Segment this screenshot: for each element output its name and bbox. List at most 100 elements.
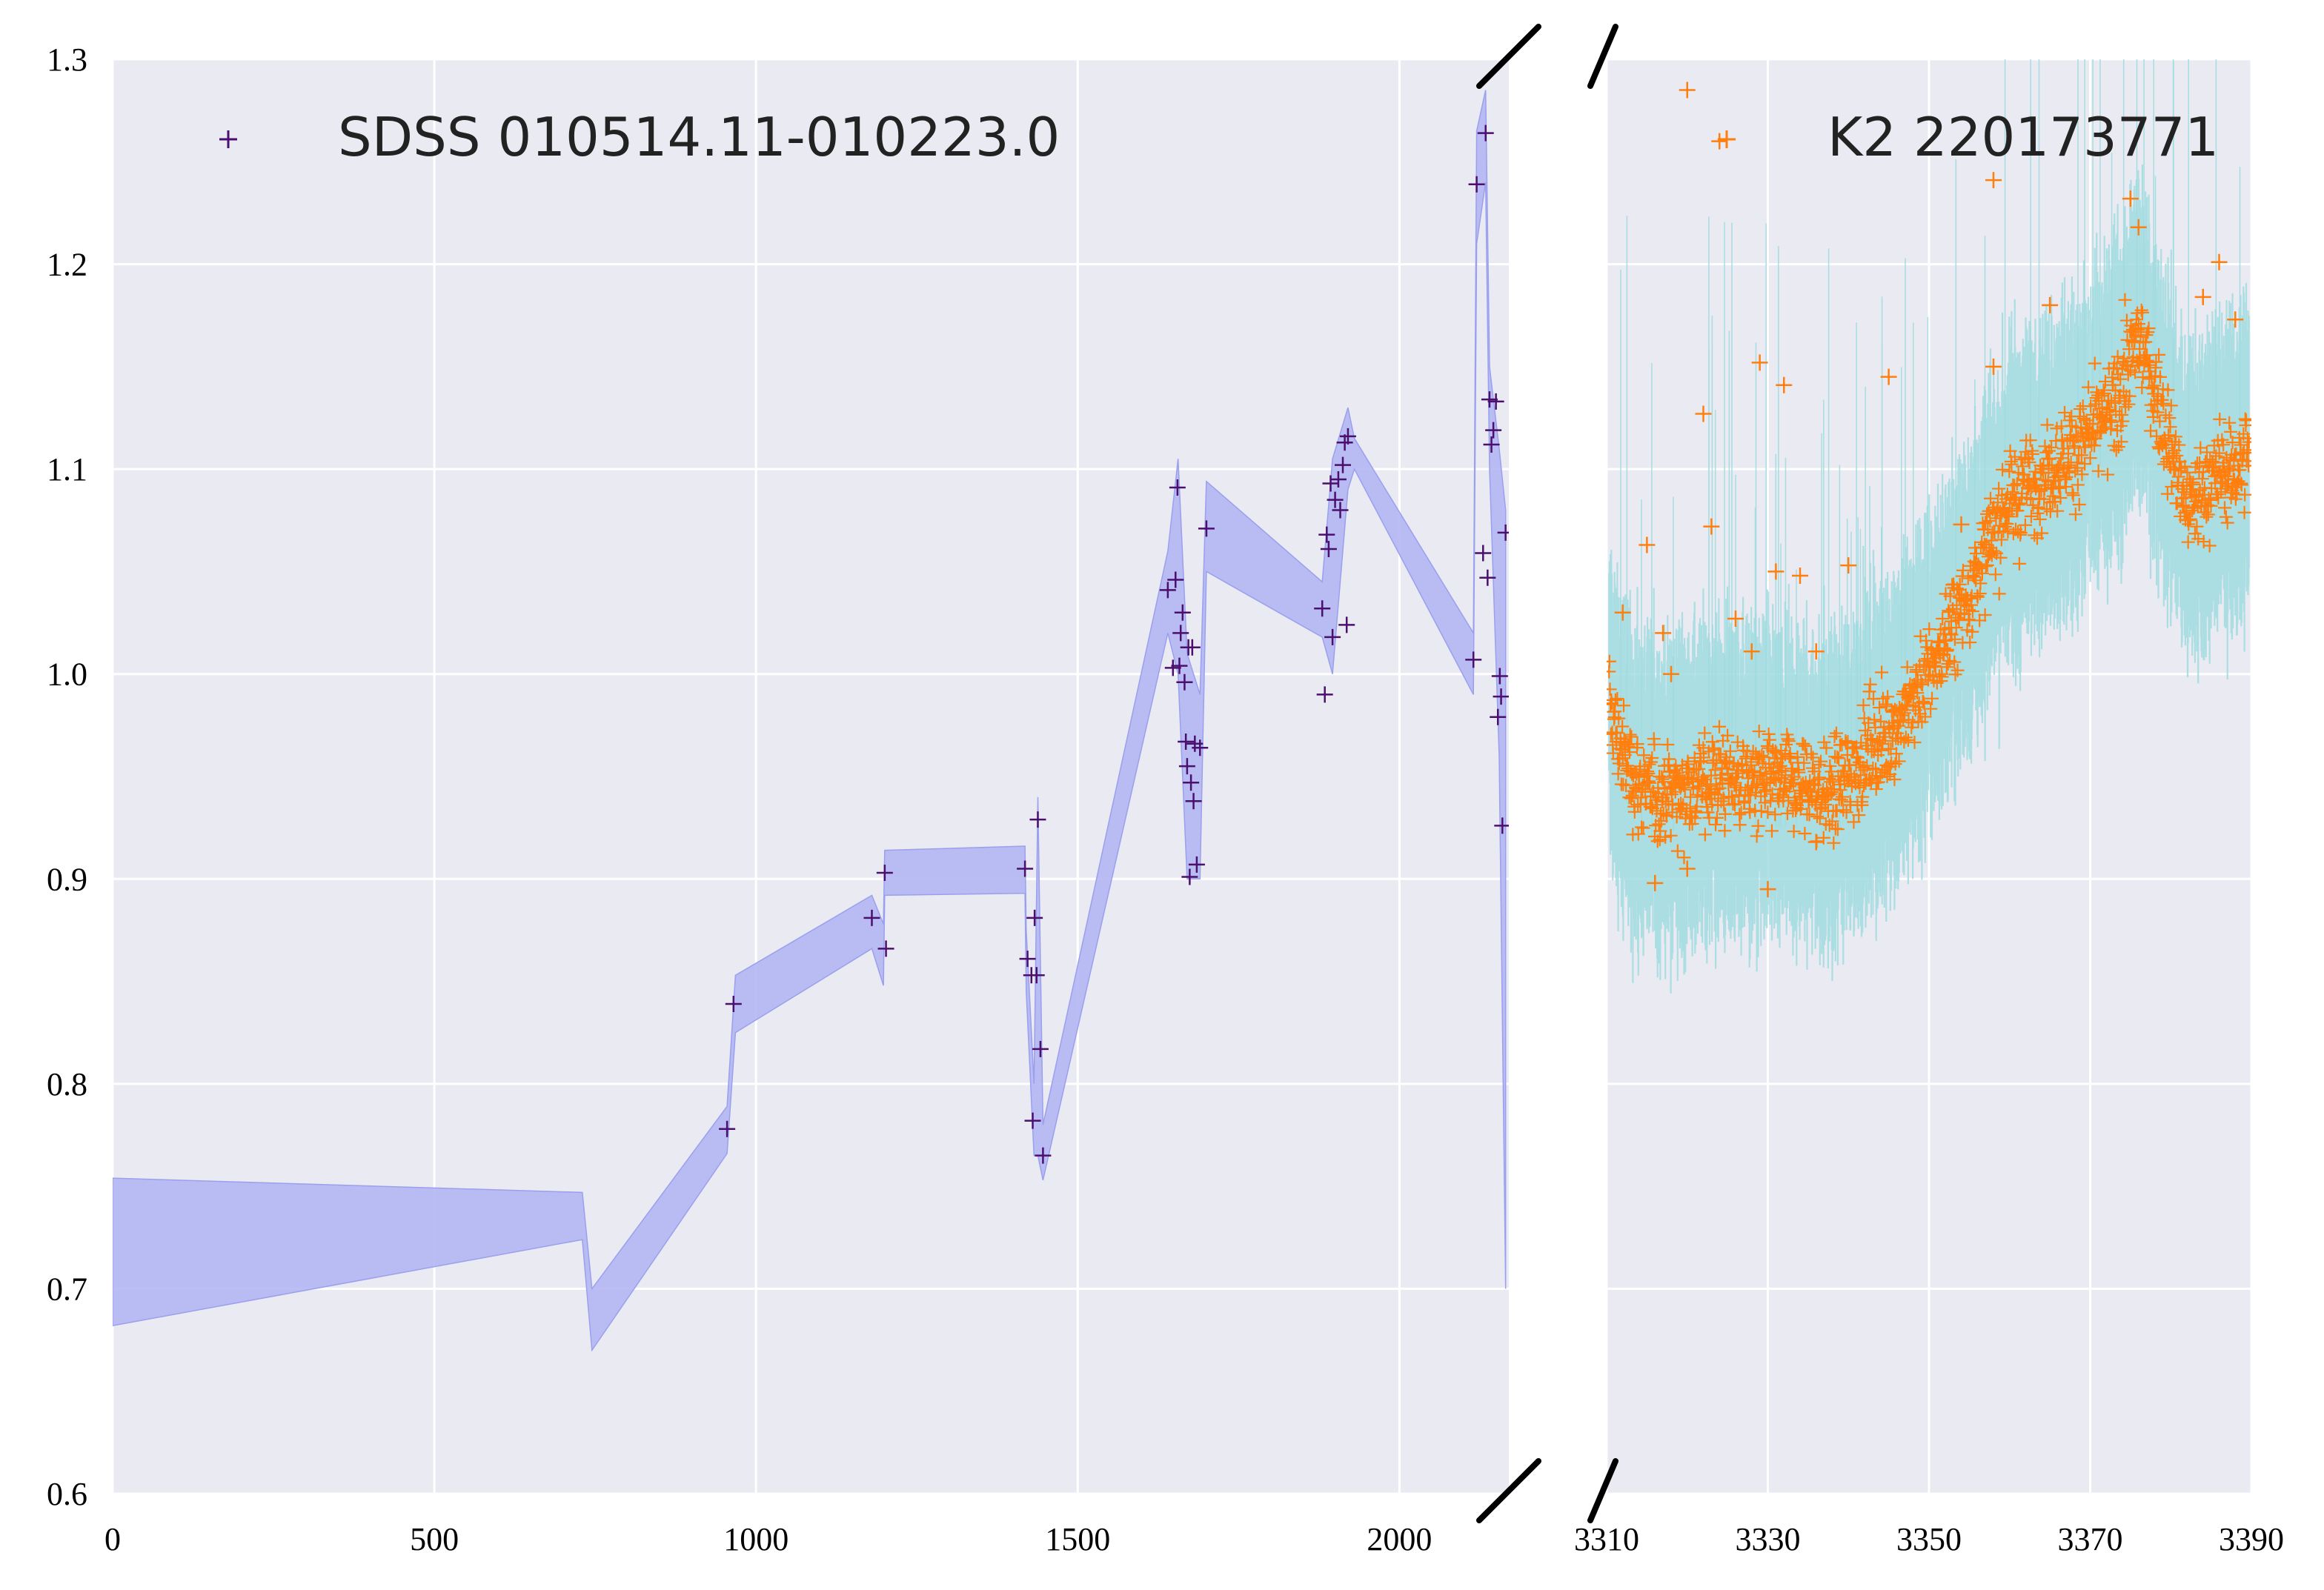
- left-point-47: [1468, 176, 1485, 193]
- right-point-363: [1768, 808, 1782, 822]
- right-point-1327: [2209, 449, 2223, 463]
- right-x-tick-label-3: 3370: [2058, 1521, 2123, 1557]
- right-point-1348: [2219, 469, 2233, 483]
- right-point-892: [2010, 476, 2024, 490]
- right-point-326: [1751, 819, 1765, 833]
- right-point-1128: [2118, 293, 2132, 307]
- right-point-1020: [2068, 508, 2082, 522]
- left-point-13: [1035, 1147, 1052, 1164]
- right-point-205: [1696, 770, 1710, 784]
- right-point-390: [1780, 806, 1794, 820]
- right-point-392: [1782, 794, 1796, 808]
- right-point-338: [1756, 751, 1770, 765]
- left-point-6: [1019, 951, 1036, 968]
- right-point-674: [1910, 686, 1925, 700]
- axis-break-marks: [1476, 24, 1618, 1523]
- right-point-470: [1817, 735, 1831, 749]
- right-point-1120: [2114, 435, 2128, 449]
- right-point-473: [1819, 798, 1833, 812]
- right-point-833: [1983, 514, 1997, 528]
- right-point-178: [1684, 790, 1698, 804]
- right-point-923: [2024, 509, 2038, 523]
- right-point-457: [1811, 773, 1825, 787]
- right-point-459: [1812, 758, 1826, 772]
- right-outlier-27: [1759, 881, 1776, 898]
- right-point-605: [1879, 697, 1893, 711]
- left-grid: [111, 58, 1509, 1495]
- left-point-4: [877, 940, 894, 957]
- right-point-799: [1968, 570, 1982, 584]
- right-point-577: [1866, 761, 1880, 775]
- right-point-508: [1834, 793, 1848, 807]
- right-legend-plus: [1718, 130, 1736, 148]
- right-point-535: [1847, 815, 1861, 829]
- left-point-21: [1176, 673, 1193, 691]
- right-point-254: [1719, 807, 1733, 821]
- right-point-372: [1772, 761, 1786, 775]
- right-point-1335: [2213, 412, 2227, 426]
- right-point-71: [1635, 820, 1649, 834]
- right-point-1225: [2162, 411, 2177, 425]
- right-point-429: [1799, 739, 1813, 753]
- right-point-1150: [2128, 365, 2142, 379]
- right-point-1277: [2186, 476, 2200, 490]
- right-point-488: [1825, 814, 1839, 828]
- right-point-123: [1659, 830, 1673, 844]
- right-point-755: [1948, 655, 1962, 669]
- right-point-835: [1984, 545, 1998, 559]
- right-point-1013: [2065, 486, 2079, 500]
- right-point-628: [1889, 747, 1903, 761]
- right-point-910: [2018, 518, 2032, 532]
- right-point-824: [1979, 559, 1993, 573]
- right-point-87: [1641, 774, 1656, 788]
- left-point-18: [1171, 657, 1188, 674]
- right-point-571: [1863, 677, 1877, 691]
- right-point-594: [1873, 714, 1888, 728]
- right-point-500: [1830, 822, 1845, 836]
- right-point-164: [1677, 851, 1691, 865]
- right-point-584: [1869, 782, 1883, 796]
- right-point-124: [1659, 794, 1673, 808]
- right-point-700: [1922, 622, 1936, 636]
- right-point-486: [1825, 765, 1839, 779]
- left-point-1: [725, 995, 742, 1012]
- left-point-51: [1481, 391, 1498, 408]
- left-point-25: [1181, 868, 1198, 885]
- right-point-334: [1755, 748, 1769, 762]
- right-point-580: [1868, 713, 1882, 727]
- right-point-1379: [2233, 463, 2247, 477]
- right-point-810: [1973, 613, 1987, 628]
- left-point-32: [1198, 520, 1215, 537]
- right-point-463: [1814, 754, 1828, 768]
- right-point-900: [2013, 525, 2028, 539]
- right-point-647: [1898, 699, 1912, 713]
- left-point-50: [1479, 569, 1496, 586]
- left-point-53: [1485, 422, 1502, 439]
- right-point-1352: [2220, 516, 2234, 530]
- right-outlier-1: [1639, 536, 1656, 553]
- right-point-1184: [2144, 424, 2158, 438]
- right-point-1204: [2153, 414, 2167, 428]
- left-x-tick-labels: 0 500 1000 1500 2000: [104, 1521, 1432, 1557]
- right-point-18: [1610, 692, 1624, 706]
- right-outlier-8: [1727, 611, 1744, 628]
- right-point-241: [1713, 719, 1727, 734]
- right-point-740: [1941, 642, 1954, 656]
- y-tick-label-6: 1.2: [47, 247, 87, 283]
- right-point-1229: [2164, 399, 2178, 413]
- right-point-564: [1860, 759, 1874, 773]
- right-point-853: [1992, 587, 2006, 601]
- right-point-106: [1650, 834, 1664, 848]
- left-point-49: [1477, 124, 1494, 142]
- right-point-43: [1621, 739, 1636, 754]
- left-point-17: [1169, 479, 1186, 496]
- right-point-1033: [2074, 448, 2088, 462]
- right-point-1048: [2082, 380, 2096, 394]
- right-point-942: [2033, 512, 2047, 526]
- right-point-1316: [2204, 499, 2218, 513]
- right-point-860: [1996, 462, 2010, 476]
- right-point-1390: [2238, 488, 2251, 502]
- left-point-15: [1164, 659, 1181, 676]
- right-point-1238: [2168, 462, 2182, 476]
- right-point-109: [1652, 817, 1666, 831]
